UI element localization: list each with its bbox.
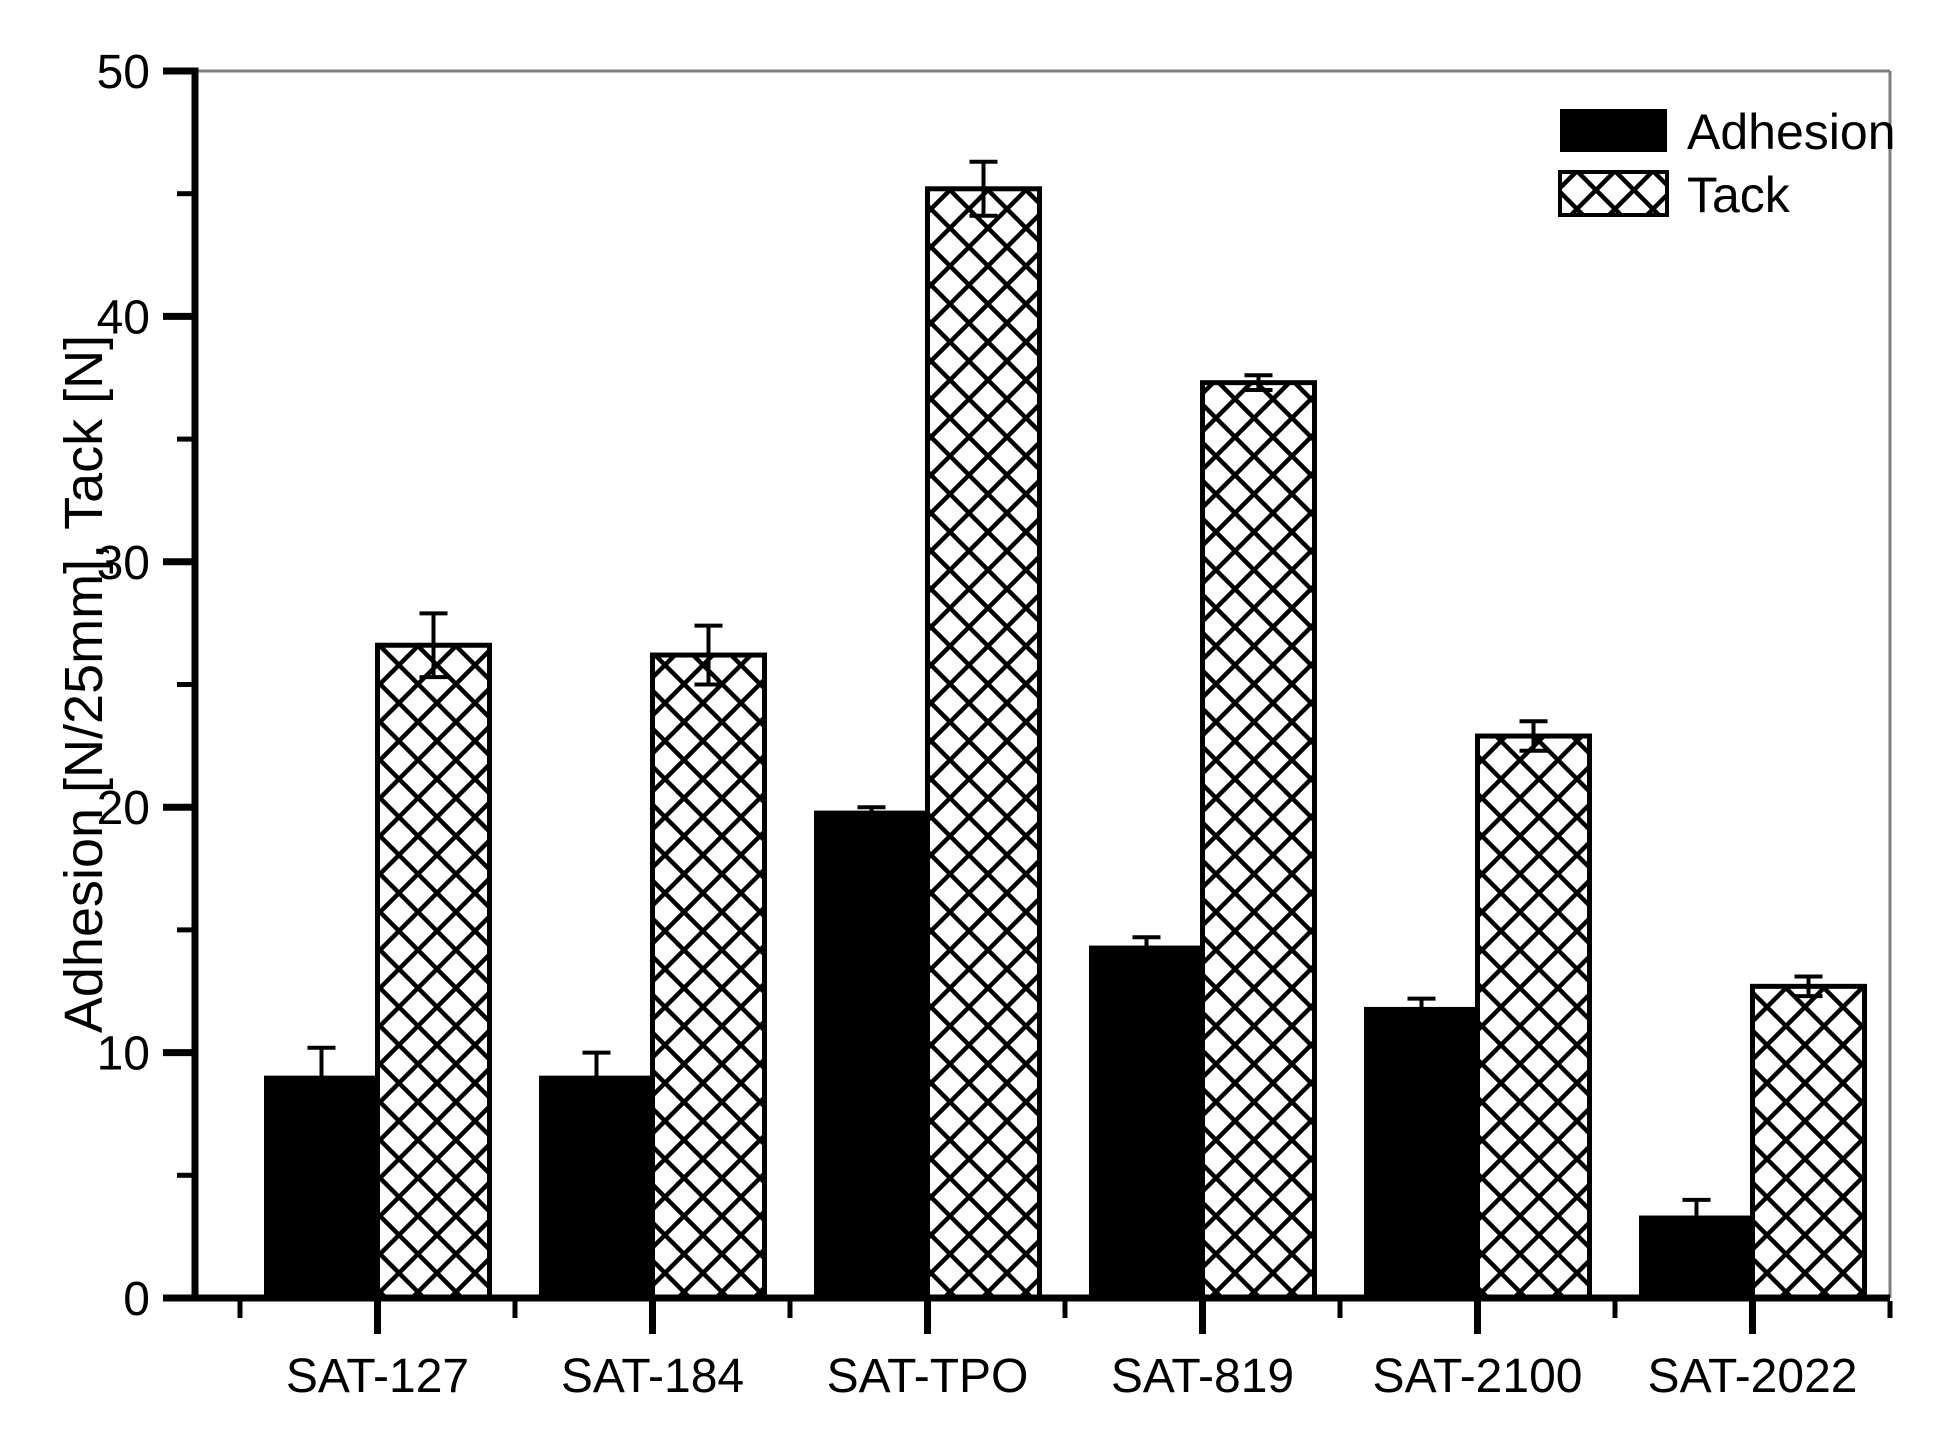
legend-swatch-tack [1558,170,1669,217]
legend-label-adhesion: Adhesion [1687,104,1896,160]
legend-label-tack: Tack [1687,167,1791,223]
legend-swatch-adhesion [1560,109,1667,152]
x-category-label-SAT-819: SAT-819 [1111,1350,1294,1403]
x-category-label-SAT-2100: SAT-2100 [1373,1350,1583,1403]
y-tick-label-10: 10 [97,1028,150,1081]
bar-adhesion-SAT-127 [264,1075,379,1300]
bar-adhesion-SAT-184 [539,1075,654,1300]
y-tick-label-40: 40 [97,291,150,344]
legend: Adhesion Tack [1558,104,1896,223]
bar-adhesion-SAT-2100 [1364,1006,1479,1300]
y-tick-label-50: 50 [97,46,150,99]
bar-adhesion-SAT-TPO [814,810,929,1300]
x-category-label-SAT-2022: SAT-2022 [1648,1350,1858,1403]
x-category-label-SAT-TPO: SAT-TPO [827,1350,1029,1403]
bar-tack-SAT-127 [375,642,492,1301]
x-category-label-SAT-127: SAT-127 [286,1350,469,1403]
bar-tack-SAT-TPO [925,186,1042,1301]
bar-tack-SAT-184 [650,652,767,1301]
y-tick-label-0: 0 [123,1273,150,1326]
bar-tack-SAT-2100 [1475,733,1592,1301]
x-category-label-SAT-184: SAT-184 [561,1350,744,1403]
plot-area: 0 10 20 30 40 50 SAT-127 SAT-184 SAT-TPO SAT-819 S… [97,46,1893,1403]
bar-tack-SAT-2022 [1750,983,1867,1301]
bar-adhesion-SAT-819 [1089,945,1204,1300]
y-tick-label-30: 30 [97,537,150,590]
y-axis-title: Adhesion [N/25mm], Tack [N] [54,335,114,1033]
bar-tack-SAT-819 [1200,380,1317,1301]
y-tick-label-20: 20 [97,782,150,835]
